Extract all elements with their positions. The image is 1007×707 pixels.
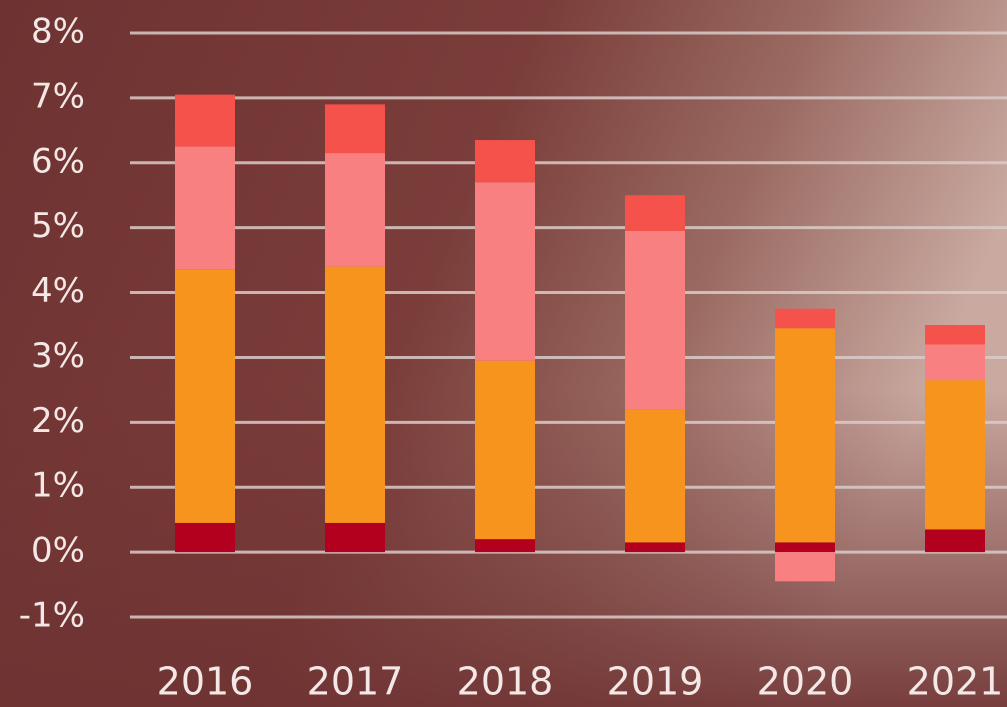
bar-segment <box>475 140 535 182</box>
bar-segment <box>475 182 535 360</box>
chart: -1% 0% 1% 2% 3% 4% 5% 6% 7% 8% 2016 2017 2018 2019 202… <box>0 0 1007 707</box>
y-tick-label: 7% <box>31 76 85 116</box>
y-tick-label: 2% <box>31 401 85 441</box>
bar-segment <box>175 147 235 270</box>
y-tick-label: 0% <box>31 531 85 571</box>
x-tick-label: 2016 <box>157 660 254 704</box>
bar-segment <box>325 267 385 523</box>
bar-segment <box>175 270 235 523</box>
bar-segment <box>775 328 835 542</box>
bar-segment <box>925 380 985 529</box>
x-tick-label: 2020 <box>757 660 854 704</box>
y-tick-label: 1% <box>31 466 85 506</box>
page: {"chart_data": {"type": "stacked-bar", "… <box>0 0 1007 707</box>
bar-segment <box>625 195 685 231</box>
y-tick-label: 3% <box>31 336 85 376</box>
bar-segment <box>625 409 685 542</box>
x-tick-label: 2018 <box>457 660 554 704</box>
bar-segment <box>325 104 385 153</box>
x-tick-label: 2019 <box>607 660 704 704</box>
bar-segment <box>475 539 535 552</box>
bar-segment <box>325 523 385 552</box>
y-tick-label: 6% <box>31 141 85 181</box>
bar-segment <box>625 231 685 409</box>
bar-segment <box>775 309 835 328</box>
x-tick-label: 2021 <box>907 660 1004 704</box>
bar-segment <box>925 344 985 380</box>
y-tick-label: -1% <box>19 596 85 636</box>
bar-segment <box>625 542 685 552</box>
x-tick-label: 2017 <box>307 660 404 704</box>
bar-segment <box>175 523 235 552</box>
bar-segment <box>175 95 235 147</box>
bar-segment <box>475 361 535 539</box>
bar-segment <box>325 153 385 267</box>
y-tick-label: 4% <box>31 271 85 311</box>
bar-segment <box>925 325 985 344</box>
y-tick-label: 5% <box>31 206 85 246</box>
bar-segment <box>925 529 985 552</box>
bar-segment <box>775 542 835 552</box>
bar-segment <box>775 552 835 581</box>
y-tick-label: 8% <box>31 12 85 52</box>
